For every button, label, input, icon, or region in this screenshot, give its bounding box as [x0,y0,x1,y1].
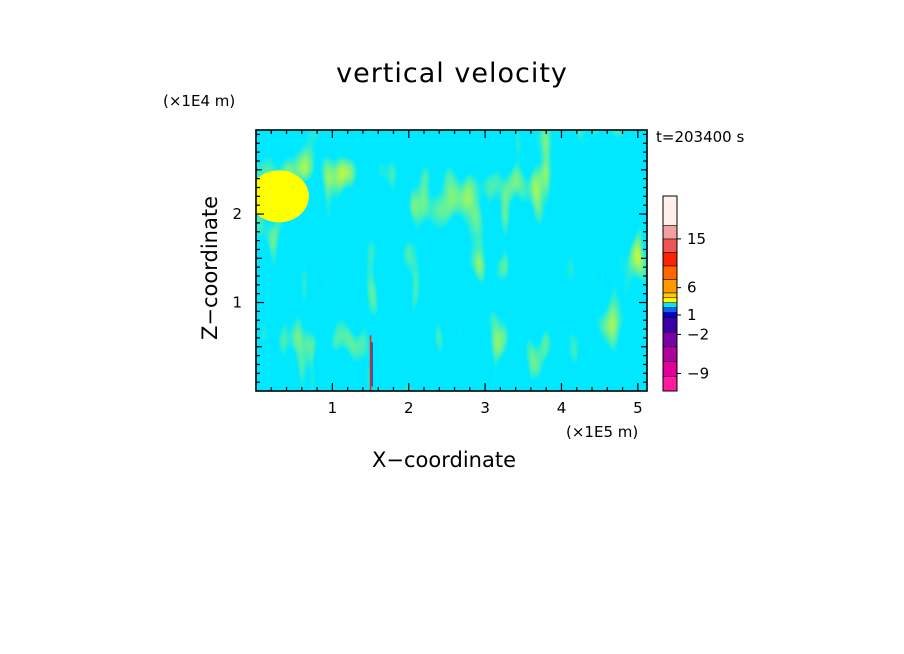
colorbar-level [662,307,678,313]
velocity-field [256,130,647,391]
colorbar-level [662,376,678,392]
colorbar-level [662,225,678,240]
colorbar-label: −2 [687,325,709,343]
colorbar-level [662,297,678,303]
colorbar-level [662,195,678,226]
colorbar-label: 15 [687,230,706,248]
y-tick-label: 1 [232,294,242,312]
chart-title: vertical velocity [336,58,568,89]
x-tick-label: 4 [557,399,567,417]
y-axis-unit: (×1E4 m) [163,92,236,110]
x-axis-label: X−coordinate [372,448,516,472]
plot-frame [255,129,648,392]
x-tick-label: 5 [633,399,643,417]
x-tick-label: 1 [328,399,338,417]
colorbar-level [662,312,678,318]
colorbar-level [662,346,678,362]
colorbar-level [662,302,678,308]
x-tick-label: 2 [404,399,414,417]
colorbar-level [662,317,678,333]
colorbar-label: 1 [687,306,697,324]
axis-ticks: 1 2 3 4 5 1 2 [232,130,647,417]
colorbar-level [662,361,678,377]
field-positive-region [256,170,309,223]
colorbar-label: −9 [687,364,709,382]
colorbar-level [662,279,678,294]
x-axis-unit: (×1E5 m) [566,423,639,441]
colorbar-frame [662,195,678,392]
colorbar-level [662,292,678,299]
colorbar-level [662,331,678,348]
y-tick-label: 2 [232,205,242,223]
colorbar: −9 −21 6 15 [662,195,709,392]
colorbar-level [662,252,678,267]
colorbar-level [662,238,678,253]
time-label: t=203400 s [656,128,745,146]
colorbar-label: 6 [687,279,697,297]
colorbar-level [662,265,678,280]
x-tick-label: 3 [480,399,490,417]
field-positive-regions [256,130,647,391]
